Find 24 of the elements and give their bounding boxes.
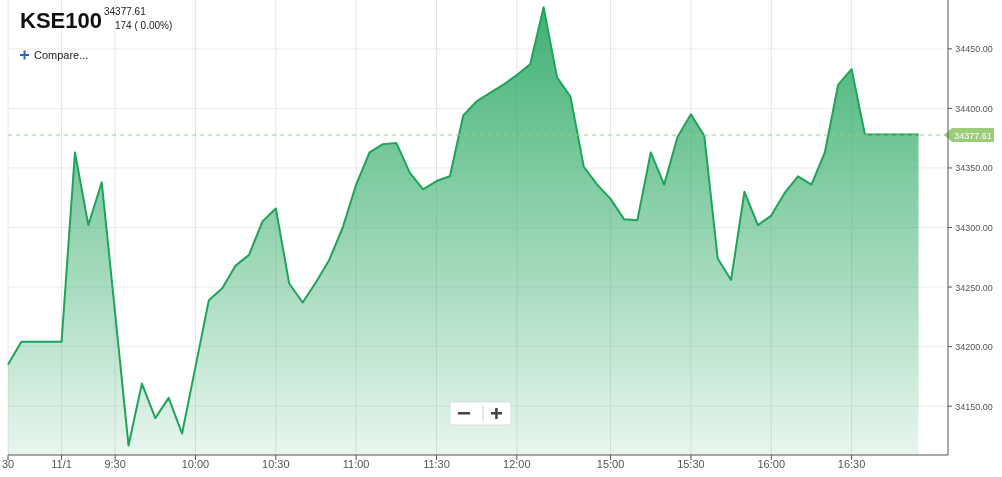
x-tick-label: 11:30 [423,458,450,470]
x-tick-label: 30 [1,458,15,470]
x-tick-label: 15:00 [596,458,625,470]
x-tick-label: 16:30 [837,458,866,470]
chart-title: KSE100 [20,8,102,33]
ref-line-label: 34377.61 [954,130,992,141]
x-tick-label: 10:00 [181,458,210,470]
x-tick-label: 9:30 [104,458,126,470]
y-tick-label: 34300.00 [955,223,993,233]
x-tick-label: 10:30 [262,458,290,470]
y-tick-label: 34400.00 [955,103,993,114]
x-tick-label: 11/1 [51,458,72,470]
y-tick-label: 34450.00 [955,44,993,55]
y-tick-label: 34200.00 [955,342,993,353]
x-tick-label: 15:30 [677,458,705,470]
x-tick-label: 12:00 [503,458,531,470]
annotation: 34377.61 [104,6,147,17]
annotation: Compare... [34,49,89,61]
annotation: 174 ( 0.00%) [115,20,173,31]
y-tick-label: 34250.00 [955,282,993,293]
y-tick-label: 34350.00 [955,163,993,174]
y-tick-label: 34150.00 [955,401,993,412]
x-tick-label: 16:00 [757,458,786,470]
x-tick-label: 11:00 [342,458,370,470]
